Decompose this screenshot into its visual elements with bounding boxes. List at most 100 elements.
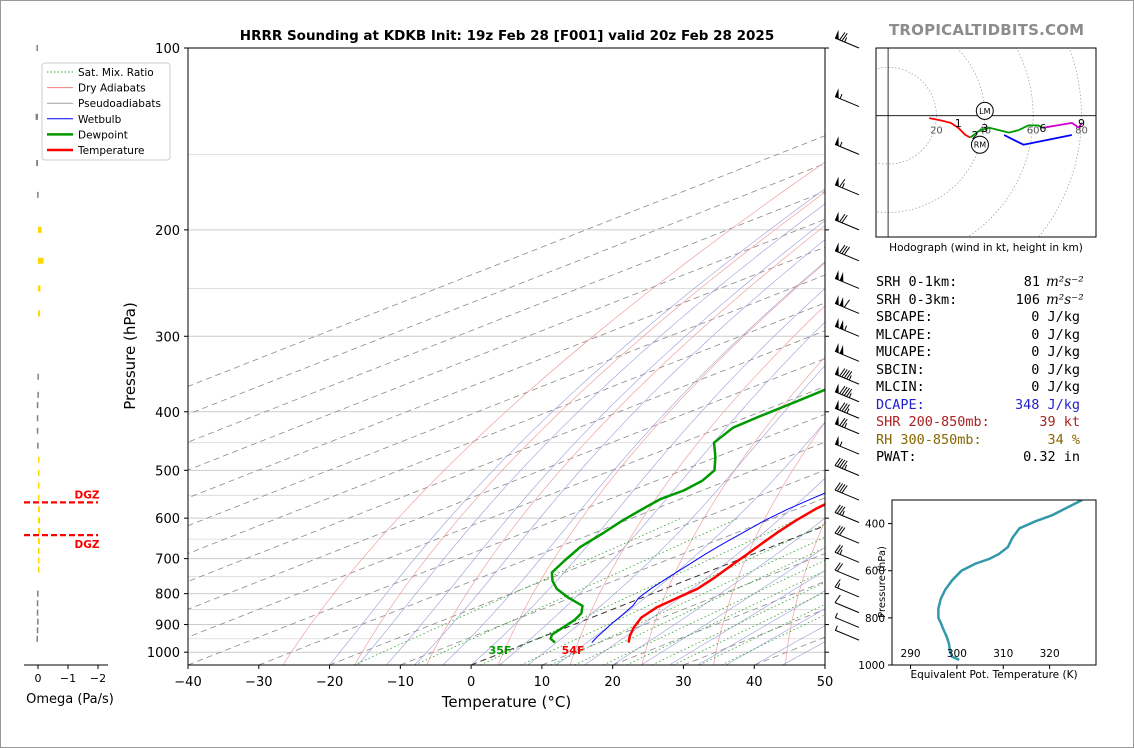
series-line-temperature (627, 502, 825, 643)
wind-barb-flag (839, 402, 846, 411)
mixing-ratio-label: 1 (848, 447, 853, 457)
pseudo-adiabat-line (612, 517, 825, 665)
wind-barb-staff (834, 250, 860, 262)
wind-barb-flag (841, 460, 848, 469)
wind-barb-staff (834, 569, 860, 581)
dgz-label: DGZ (75, 539, 100, 551)
pseudo-adiabat-line (669, 570, 825, 665)
wind-barb-pennant (835, 383, 839, 394)
pseudo-adiabat-line (527, 365, 825, 665)
dry-adiabat-line (497, 262, 825, 665)
theta-e-ytick-label: 400 (865, 519, 885, 531)
mixing-ratio-line (699, 603, 825, 665)
wind-barb-staff (834, 465, 860, 476)
omega-bar (36, 415, 39, 422)
hodograph-caption: Hodograph (wind in kt, height in km) (889, 242, 1083, 254)
omega-bar (37, 191, 39, 198)
hodograph-frame (875, 47, 1097, 238)
isotherm-line (470, 525, 825, 665)
wind-barb-pennant (835, 342, 839, 353)
wind-barb (834, 383, 860, 403)
index-label: MLCIN: (876, 379, 925, 395)
legend-label: Dry Adiabats (78, 83, 146, 95)
omega-tick-label: 0 (35, 672, 42, 685)
mixing-ratio-line (480, 517, 801, 665)
hodograph-height-label: 2 (972, 129, 979, 142)
pseudo-adiabat-line (414, 239, 825, 665)
omega-bar (38, 469, 40, 476)
mixing-ratio-label: 13 (1080, 447, 1091, 457)
wind-barb-flag (836, 458, 844, 467)
mixing-ratio-line (353, 517, 682, 665)
wind-barb-flag (841, 485, 848, 494)
wind-barb-half-flag (844, 325, 848, 331)
wind-barb-flag (834, 482, 841, 491)
wind-barb-pennant (835, 365, 839, 376)
wind-barb-half-flag (844, 464, 848, 470)
x-tick-label: 40 (746, 675, 763, 690)
omega-bar (38, 285, 41, 292)
index-value: 106 (1015, 291, 1040, 308)
omega-bar (38, 482, 40, 489)
wind-barb-flag (843, 246, 850, 255)
isotherm-line (329, 469, 825, 665)
wind-barb-flag (841, 386, 848, 395)
omega-bar (37, 590, 39, 597)
index-label: SBCAPE: (876, 309, 933, 325)
wind-barb-pennant (835, 270, 839, 280)
wind-barb-staff (834, 37, 860, 49)
wind-barb-pennant (835, 242, 839, 253)
omega-axis-label: Omega (Pa/s) (26, 692, 114, 707)
index-unit: m²s⁻² (1046, 291, 1084, 308)
wind-barb (834, 612, 860, 628)
index-label: MLCAPE: (876, 326, 933, 343)
omega-bar (37, 618, 39, 625)
omega-bar (38, 257, 44, 264)
omega-bar (38, 310, 41, 317)
wind-barb-staff (834, 551, 860, 563)
storm-motion-label: LM (979, 107, 990, 116)
skewt-plot: 124681013162024303635F54F100200300400500… (41, 28, 1091, 711)
hodograph-ring-label: 60 (1027, 126, 1040, 137)
omega-bar (37, 373, 39, 380)
omega-bar (38, 506, 40, 513)
dry-adiabat-line (354, 191, 825, 665)
wind-barb-flag (841, 369, 848, 378)
theta-e-xlabel: Equivalent Pot. Temperature (K) (910, 669, 1077, 681)
wind-barb (834, 88, 860, 108)
mixing-ratio-line (550, 536, 825, 665)
y-axis-label: Pressure (hPa) (121, 302, 139, 410)
mixing-ratio-line (414, 517, 739, 665)
y-tick-label: 400 (155, 406, 180, 421)
index-value: 39 kt (1039, 414, 1080, 430)
x-tick-label: −10 (387, 675, 414, 690)
wind-barb-flag (834, 579, 841, 588)
wind-barb-staff (834, 512, 860, 523)
wind-barb-flag (839, 368, 846, 377)
theta-e-frame (891, 499, 1097, 666)
series-line-wetbulb (591, 492, 825, 643)
skewt-axes-frame (187, 47, 826, 666)
wind-barb-half-flag (839, 441, 843, 447)
x-tick-label: 50 (817, 675, 834, 690)
isotherm-line (188, 191, 825, 443)
y-tick-label: 600 (155, 512, 180, 527)
wind-barb-pennant (839, 319, 844, 330)
wind-barb-flag (839, 32, 846, 41)
isotherm-line (541, 553, 825, 665)
wind-barb-flag (843, 299, 850, 308)
theta-e-xtick-label: 300 (947, 648, 967, 660)
wind-barb-pennant (839, 272, 844, 282)
x-tick-label: 10 (534, 675, 551, 690)
index-label: MUCAPE: (876, 344, 933, 360)
legend-label: Wetbulb (78, 114, 122, 126)
x-axis-label: Temperature (°C) (441, 693, 571, 711)
theta-e-ytick-label: 800 (865, 613, 885, 625)
dry-adiabat-line (569, 305, 825, 665)
wind-barb-staff (834, 443, 860, 455)
wind-barb-flag (834, 504, 841, 513)
wind-barb-flag (839, 178, 846, 188)
x-tick-label: 20 (604, 675, 621, 690)
index-label: SBCIN: (876, 361, 925, 378)
